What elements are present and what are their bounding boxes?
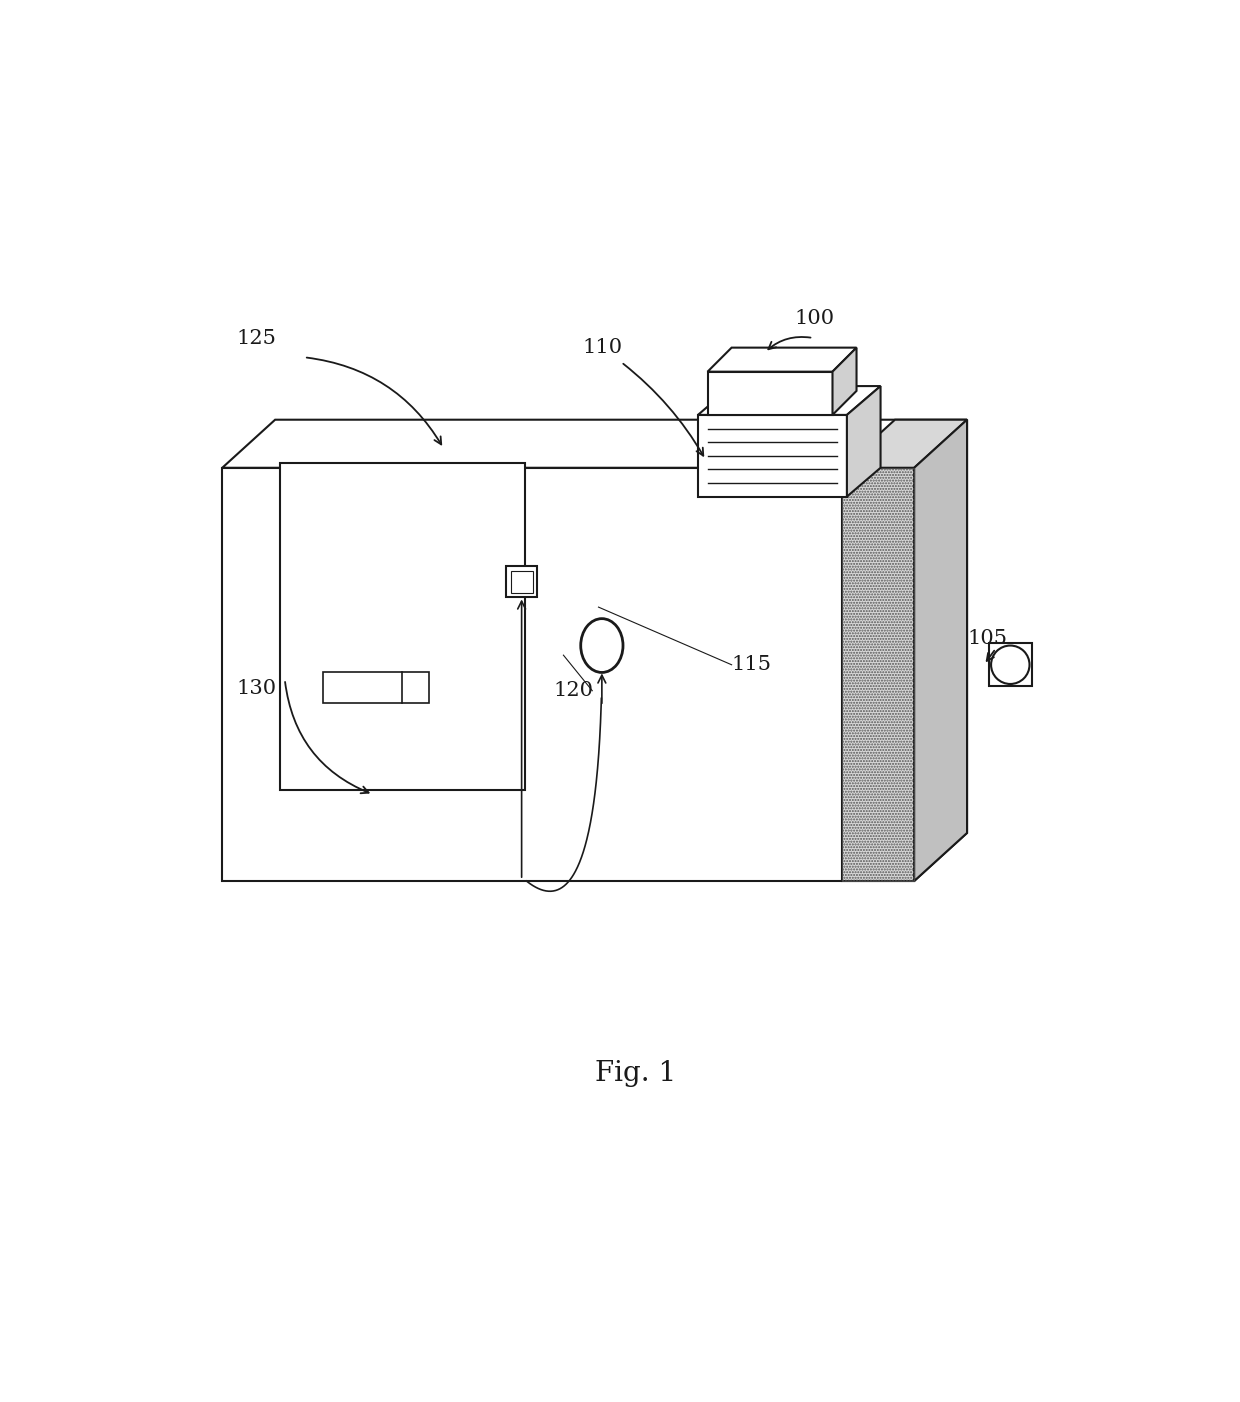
Bar bbox=[988, 644, 1032, 687]
Polygon shape bbox=[698, 386, 880, 415]
Polygon shape bbox=[222, 419, 967, 468]
Circle shape bbox=[991, 645, 1029, 684]
Bar bbox=[506, 566, 537, 597]
Text: 110: 110 bbox=[583, 338, 622, 358]
Polygon shape bbox=[847, 386, 880, 496]
Text: 125: 125 bbox=[237, 328, 277, 348]
Text: 130: 130 bbox=[237, 680, 277, 698]
Bar bbox=[842, 468, 914, 880]
Bar bbox=[324, 673, 429, 704]
Bar bbox=[511, 571, 533, 593]
Polygon shape bbox=[832, 348, 857, 415]
Text: 100: 100 bbox=[794, 310, 835, 328]
Polygon shape bbox=[708, 348, 857, 372]
Bar bbox=[708, 372, 832, 415]
Polygon shape bbox=[914, 419, 967, 880]
Polygon shape bbox=[914, 419, 967, 880]
Bar bbox=[280, 463, 525, 789]
Text: Fig. 1: Fig. 1 bbox=[595, 1060, 676, 1087]
Text: 120: 120 bbox=[554, 681, 594, 701]
Ellipse shape bbox=[580, 618, 622, 673]
Bar bbox=[698, 415, 847, 496]
Text: 105: 105 bbox=[967, 629, 1007, 649]
Bar bbox=[222, 468, 914, 880]
Text: 115: 115 bbox=[732, 655, 771, 674]
Bar bbox=[842, 468, 914, 880]
Polygon shape bbox=[842, 419, 967, 468]
